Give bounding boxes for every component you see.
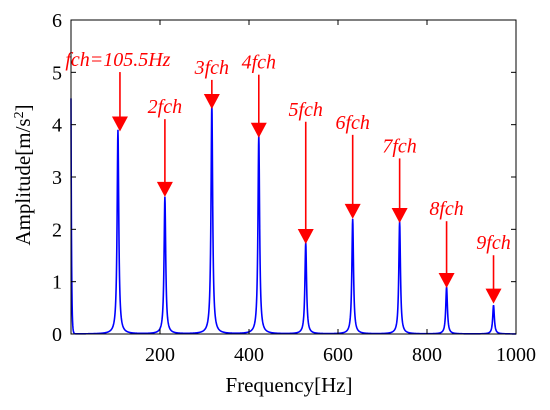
- peak-annotation: 2fch: [148, 96, 182, 197]
- peak-arrow-head: [111, 116, 128, 132]
- y-tick-label: 0: [52, 324, 62, 346]
- y-tick-label: 6: [52, 10, 62, 32]
- peak-annotation: 9fch: [476, 232, 511, 304]
- y-tick-label: 4: [52, 115, 62, 137]
- y-axis-label-sup: 2: [12, 111, 27, 118]
- peak-label: 3fch: [194, 57, 229, 79]
- x-tick-label: 400: [234, 344, 264, 366]
- peak-annotation: 7fch: [382, 135, 417, 224]
- peak-arrow-head: [297, 228, 314, 244]
- plot-layer: [70, 98, 516, 335]
- y-tick-label: 1: [52, 272, 62, 294]
- peak-arrow-head: [344, 203, 361, 219]
- peak-arrow-head: [250, 122, 267, 138]
- y-axis-label-end: ]: [11, 104, 35, 111]
- x-tick-label: 800: [412, 344, 442, 366]
- peak-arrow-head: [203, 93, 220, 109]
- peak-annotation: 6fch: [335, 112, 370, 219]
- peak-annotation: 5fch: [288, 99, 323, 244]
- peak-label: 8fch: [429, 198, 463, 220]
- annotation-layer: fch=105.5Hz 2fch 3fch 4fch 5fch 6fch 7fch 8fch 9…: [65, 49, 511, 304]
- x-axis-label: Frequency[Hz]: [225, 373, 352, 397]
- y-axis-label: Amplitude[m/s2]: [11, 104, 35, 245]
- peak-arrow-head: [391, 208, 408, 224]
- peak-annotation: 4fch: [242, 52, 276, 138]
- peak-annotation: 8fch: [429, 198, 464, 288]
- peak-label: 5fch: [288, 99, 322, 121]
- x-tick-label: 200: [145, 344, 175, 366]
- peak-label: fch=105.5Hz: [65, 49, 170, 71]
- peak-label: 7fch: [382, 135, 416, 157]
- axes-layer: 200 400 600 800 1000 0 1 2 3 4 5 6: [52, 10, 536, 366]
- peak-label: 9fch: [476, 232, 510, 254]
- peak-arrow-head: [485, 288, 502, 304]
- y-axis-label-main: Amplitude[m/s: [11, 118, 35, 245]
- y-tick-label: 5: [52, 62, 62, 84]
- peak-label: 4fch: [242, 52, 276, 74]
- peak-arrow-head: [438, 272, 455, 288]
- x-tick-label: 1000: [496, 344, 536, 366]
- y-tick-label: 2: [52, 219, 62, 241]
- peak-annotation: 3fch: [194, 57, 229, 109]
- x-tick-label: 600: [323, 344, 353, 366]
- peak-annotation: fch=105.5Hz: [65, 49, 171, 132]
- y-tick-label: 3: [52, 167, 62, 189]
- peak-arrow-head: [156, 181, 173, 197]
- peak-label: 2fch: [148, 96, 182, 118]
- peak-label: 6fch: [335, 112, 369, 134]
- spectrum-line: [70, 98, 516, 335]
